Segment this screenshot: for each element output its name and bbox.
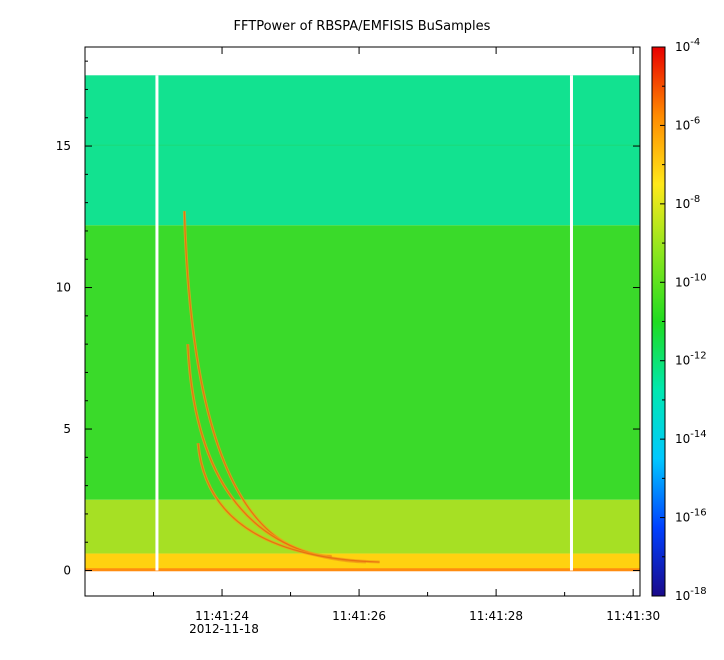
data-gaps <box>155 75 573 571</box>
spectrogram-band <box>85 225 640 500</box>
plot-frame <box>84 46 641 597</box>
data-gap <box>569 75 573 571</box>
whistler-traces <box>182 211 380 564</box>
colorbar-tick-base: 10 <box>675 589 690 603</box>
chart-title: FFTPower of RBSPA/EMFISIS BuSamples <box>234 19 491 34</box>
y-tick-label: 0 <box>63 564 71 578</box>
spectrogram-band <box>85 499 640 554</box>
x-tick-label: 11:41:28 <box>469 609 523 623</box>
x-date-label: 2012-11-18 <box>189 622 259 636</box>
plot-area <box>84 46 641 597</box>
colorbar-tick-label: 10-8 <box>675 194 700 211</box>
colorbar-tick-base: 10 <box>675 275 690 289</box>
colorbar-tick-base: 10 <box>675 197 690 211</box>
colorbar-tick-label: 10-18 <box>675 586 707 603</box>
colorbar-tick-exponent: -14 <box>690 429 706 440</box>
x-tick-label: 11:41:30 <box>606 609 660 623</box>
colorbar-tick-base: 10 <box>675 354 690 368</box>
colorbar-tick-exponent: -6 <box>690 115 700 126</box>
y-tick-label: 10 <box>56 281 71 295</box>
colorbar-tick-exponent: -10 <box>690 272 706 283</box>
colorbar-tick-base: 10 <box>675 511 690 525</box>
colorbar-tick-label: 10-16 <box>675 508 707 525</box>
whistler-trace-core <box>197 443 380 563</box>
colorbar-tick-label: 10-6 <box>675 115 700 132</box>
x-tick-label: 11:41:24 <box>195 609 249 623</box>
colorbar-tick-base: 10 <box>675 40 690 54</box>
colorbar-tick-label: 10-10 <box>675 272 707 289</box>
colorbar-tick-label: 10-4 <box>675 37 700 54</box>
colorbar-tick-label: 10-14 <box>675 429 707 446</box>
data-gap <box>155 75 159 571</box>
spectrogram-band <box>85 75 640 226</box>
x-axis: 11:41:24 11:41:26 11:41:28 11:41:30 <box>153 47 660 623</box>
colorbar-tick-exponent: -8 <box>690 194 700 205</box>
colorbar-tick-exponent: -16 <box>690 508 706 519</box>
colorbar-tick-base: 10 <box>675 118 690 132</box>
colorbar-tick-label: 10-12 <box>675 351 707 368</box>
colorbar-tick-exponent: -12 <box>690 351 706 362</box>
y-tick-label: 5 <box>63 422 71 436</box>
colorbar-tick-exponent: -18 <box>690 586 706 597</box>
spectrogram-bands <box>85 75 640 572</box>
x-tick-label: 11:41:26 <box>332 609 386 623</box>
spectrogram-line <box>85 144 640 146</box>
y-axis: 0 5 10 15 <box>56 60 640 578</box>
colorbar-tick-base: 10 <box>675 432 690 446</box>
colorbar-tick-exponent: -4 <box>690 37 700 48</box>
spectrogram-base-strip <box>85 568 640 572</box>
y-tick-label: 15 <box>56 139 71 153</box>
